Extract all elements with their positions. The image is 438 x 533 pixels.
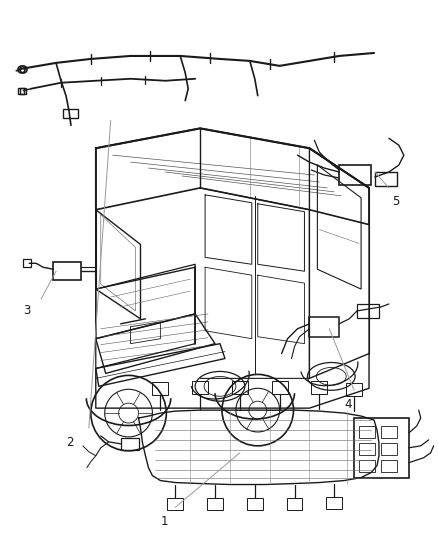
Text: 3: 3: [23, 304, 31, 317]
Text: 5: 5: [392, 195, 399, 208]
Text: 4: 4: [344, 398, 352, 411]
Text: 2: 2: [66, 436, 74, 449]
Text: 1: 1: [160, 515, 168, 528]
